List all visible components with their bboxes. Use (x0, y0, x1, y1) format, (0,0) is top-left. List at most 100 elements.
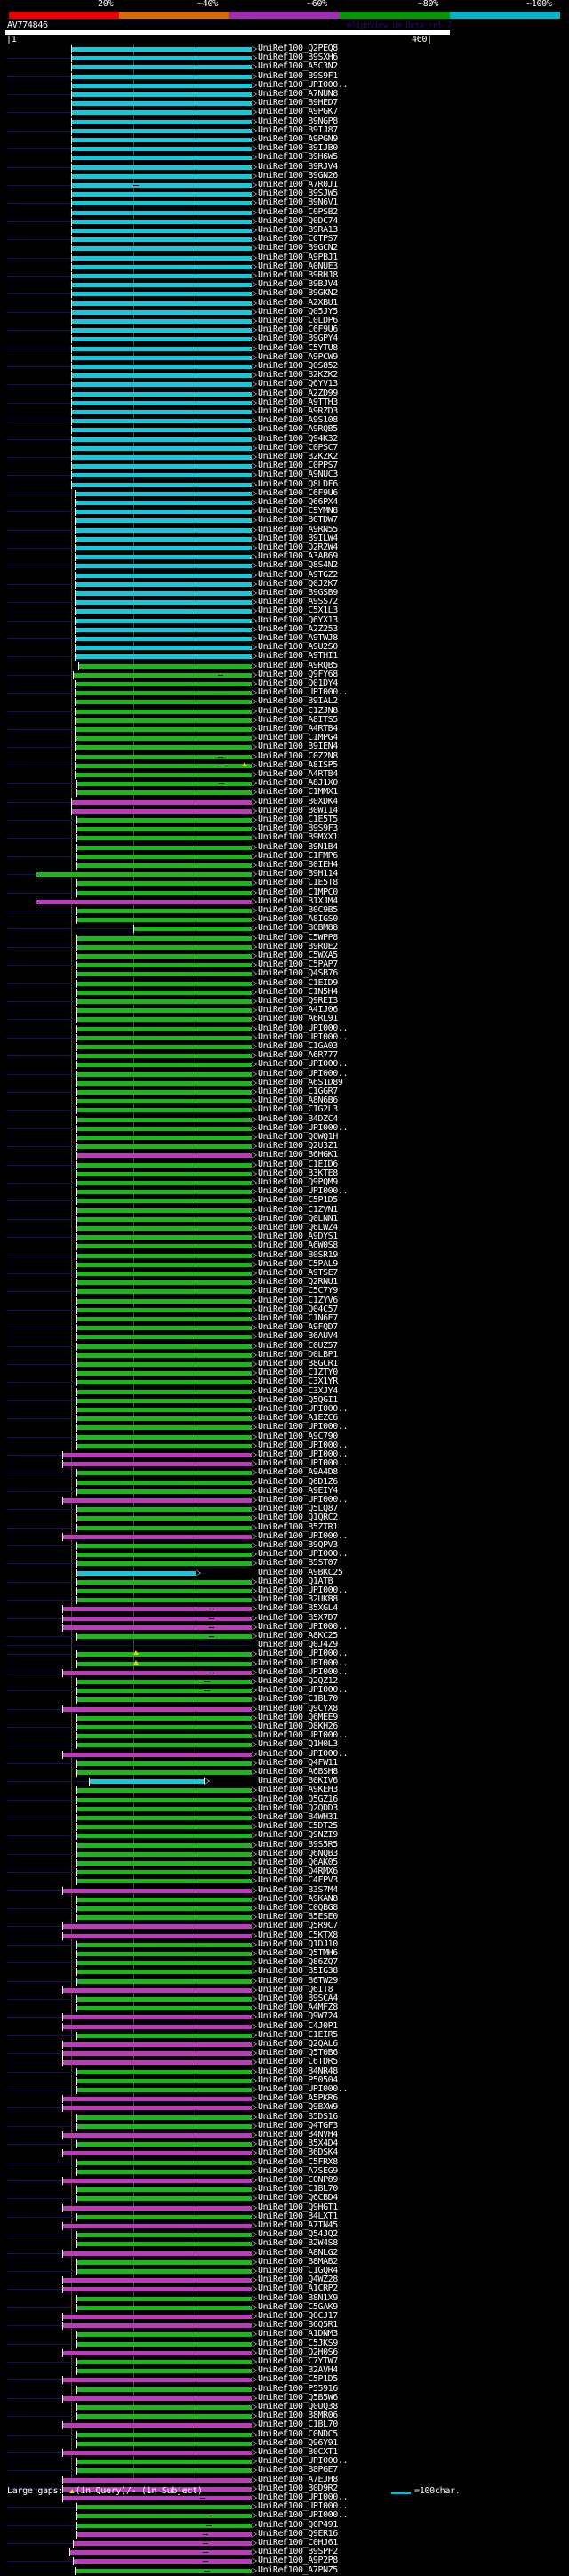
subject-accession-label[interactable]: UniRef100_C6TPS7 (258, 234, 338, 245)
alignment-row[interactable]: UniRef100_A8NLG2 (0, 2247, 569, 2259)
alignment-row[interactable]: UniRef100_B9S9F1 (0, 71, 569, 82)
alignment-bar[interactable] (77, 1199, 252, 1204)
alignment-row[interactable]: UniRef100_B4DZC4 (0, 1113, 569, 1125)
alignment-bar[interactable] (77, 790, 252, 796)
alignment-bar[interactable] (72, 255, 252, 261)
subject-accession-label[interactable]: UniRef100_B9ILW4 (258, 533, 338, 543)
alignment-bar[interactable] (77, 935, 252, 941)
alignment-bar[interactable] (77, 1162, 252, 1168)
alignment-bar[interactable] (76, 555, 252, 560)
alignment-bar[interactable] (76, 582, 252, 587)
alignment-bar[interactable] (77, 1389, 252, 1394)
alignment-bar[interactable] (77, 1834, 252, 1839)
subject-accession-label[interactable]: UniRef100_UPI000.. (258, 1031, 349, 1042)
subject-accession-label[interactable]: UniRef100_A9KAN8 (258, 1893, 338, 1904)
alignment-row[interactable]: UniRef100_C5WXA5 (0, 951, 569, 961)
alignment-row[interactable]: UniRef100_Q5B5W6 (0, 2393, 569, 2403)
subject-accession-label[interactable]: UniRef100_B8GCR1 (258, 1359, 338, 1368)
subject-accession-label[interactable]: UniRef100_Q6IT8 (258, 1984, 333, 1994)
subject-accession-label[interactable]: UniRef100_B4DZC4 (258, 1113, 338, 1124)
subject-accession-label[interactable]: UniRef100_Q96Y91 (258, 2437, 338, 2448)
alignment-row[interactable]: UniRef100_B6TW29 (0, 1975, 569, 1986)
subject-accession-label[interactable]: UniRef100_B0WI14 (258, 805, 338, 815)
subject-accession-label[interactable]: UniRef100_Q0WQ1H (258, 1132, 338, 1142)
alignment-bar[interactable] (77, 1879, 252, 1884)
alignment-bar[interactable] (77, 1561, 252, 1567)
alignment-row[interactable]: UniRef100_UPI000.. (0, 1667, 569, 1678)
alignment-bar[interactable] (77, 1262, 252, 1267)
alignment-bar[interactable] (72, 192, 252, 197)
subject-accession-label[interactable]: UniRef100_C5FRX8 (258, 2156, 338, 2167)
alignment-row[interactable]: UniRef100_UPI000.. (0, 1023, 569, 1034)
subject-accession-label[interactable]: UniRef100_UPI000.. (258, 1458, 349, 1469)
alignment-row[interactable]: UniRef100_B5X7D7 (0, 1613, 569, 1624)
alignment-bar[interactable] (63, 2051, 252, 2057)
alignment-row[interactable]: UniRef100_A5C3N2 (0, 61, 569, 72)
alignment-bar[interactable] (76, 609, 252, 614)
alignment-row[interactable]: UniRef100_B9H6W5 (0, 152, 569, 163)
alignment-bar[interactable] (77, 1408, 252, 1412)
alignment-row[interactable]: UniRef100_C1BL70 (0, 2184, 569, 2195)
alignment-bar[interactable] (63, 1670, 252, 1675)
alignment-row[interactable]: UniRef100_UPI000.. (0, 2456, 569, 2467)
alignment-bar[interactable] (63, 1462, 252, 1467)
subject-accession-label[interactable]: UniRef100_C5P1D5 (258, 2374, 338, 2385)
alignment-bar[interactable] (77, 1352, 252, 1358)
subject-accession-label[interactable]: UniRef100_B6TW29 (258, 1975, 338, 1986)
alignment-bar[interactable] (77, 2115, 252, 2120)
alignment-bar[interactable] (72, 365, 252, 369)
alignment-bar[interactable] (77, 2332, 252, 2338)
alignment-bar[interactable] (72, 138, 252, 142)
alignment-bar[interactable] (72, 246, 252, 252)
subject-accession-label[interactable]: UniRef100_B9S9F3 (258, 823, 338, 834)
subject-accession-label[interactable]: UniRef100_A3AB69 (258, 551, 338, 562)
alignment-bar[interactable] (77, 1054, 252, 1059)
subject-accession-label[interactable]: UniRef100_A6W0S8 (258, 1240, 338, 1251)
subject-accession-label[interactable]: UniRef100_B9RUE2 (258, 941, 338, 951)
subject-accession-label[interactable]: UniRef100_A1CRP2 (258, 2283, 338, 2294)
subject-accession-label[interactable]: UniRef100_C1GQR4 (258, 2266, 338, 2275)
subject-accession-label[interactable]: UniRef100_B9N1B4 (258, 841, 338, 852)
alignment-bar[interactable] (77, 944, 252, 950)
subject-accession-label[interactable]: UniRef100_Q9W724 (258, 2011, 338, 2022)
alignment-bar[interactable] (77, 1570, 196, 1576)
alignment-bar[interactable] (77, 1362, 252, 1367)
subject-accession-label[interactable]: UniRef100_B5IG38 (258, 1966, 338, 1977)
subject-accession-label[interactable]: UniRef100_Q0UQ38 (258, 2402, 338, 2411)
alignment-row[interactable]: UniRef100_Q0UQ38 (0, 2402, 569, 2412)
subject-accession-label[interactable]: UniRef100_A6RL91 (258, 1014, 338, 1024)
alignment-bar[interactable] (76, 754, 252, 759)
alignment-row[interactable]: UniRef100_A6BSH8 (0, 1767, 569, 1778)
alignment-bar[interactable] (77, 1816, 252, 1820)
subject-accession-label[interactable]: UniRef100_B5DS16 (258, 2111, 338, 2122)
alignment-row[interactable]: UniRef100_A7PNZ5 (0, 2564, 569, 2576)
alignment-bar[interactable] (77, 963, 252, 968)
alignment-row[interactable]: UniRef100_A4RTB4 (0, 724, 569, 734)
alignment-bar[interactable] (77, 2468, 252, 2474)
alignment-row[interactable]: UniRef100_UPI000.. (0, 687, 569, 698)
alignment-bar[interactable] (77, 890, 252, 895)
alignment-row[interactable]: UniRef100_C1G2L3 (0, 1104, 569, 1115)
alignment-row[interactable]: UniRef100_C5FRX8 (0, 2156, 569, 2168)
alignment-row[interactable]: UniRef100_B2KZK2 (0, 452, 569, 462)
alignment-bar[interactable] (72, 101, 252, 107)
subject-accession-label[interactable]: UniRef100_B9GKN2 (258, 288, 338, 299)
alignment-bar[interactable] (70, 2550, 252, 2556)
subject-accession-label[interactable]: UniRef100_B2UKB8 (258, 1594, 338, 1605)
alignment-row[interactable]: UniRef100_A6RL91 (0, 1014, 569, 1024)
subject-accession-label[interactable]: UniRef100_C3X1YR (258, 1376, 338, 1387)
subject-accession-label[interactable]: UniRef100_A8NLG2 (258, 2247, 338, 2258)
alignment-bar[interactable] (77, 2296, 252, 2301)
subject-accession-label[interactable]: UniRef100_A7PNZ5 (258, 2564, 338, 2575)
subject-accession-label[interactable]: UniRef100_Q1DJ10 (258, 1938, 338, 1949)
alignment-bar[interactable] (72, 328, 252, 333)
alignment-row[interactable]: UniRef100_B9NGP8 (0, 116, 569, 127)
alignment-row[interactable]: UniRef100_Q6MEE9 (0, 1713, 569, 1723)
alignment-bar[interactable] (72, 337, 252, 342)
alignment-bar[interactable] (76, 691, 252, 696)
alignment-bar[interactable] (72, 301, 252, 306)
alignment-row[interactable]: UniRef100_C0UZ57 (0, 1341, 569, 1352)
subject-accession-label[interactable]: UniRef100_A5PKR6 (258, 2093, 338, 2104)
subject-accession-label[interactable]: UniRef100_B6HGK1 (258, 1150, 338, 1160)
alignment-row[interactable]: UniRef100_C1E5T8 (0, 878, 569, 888)
